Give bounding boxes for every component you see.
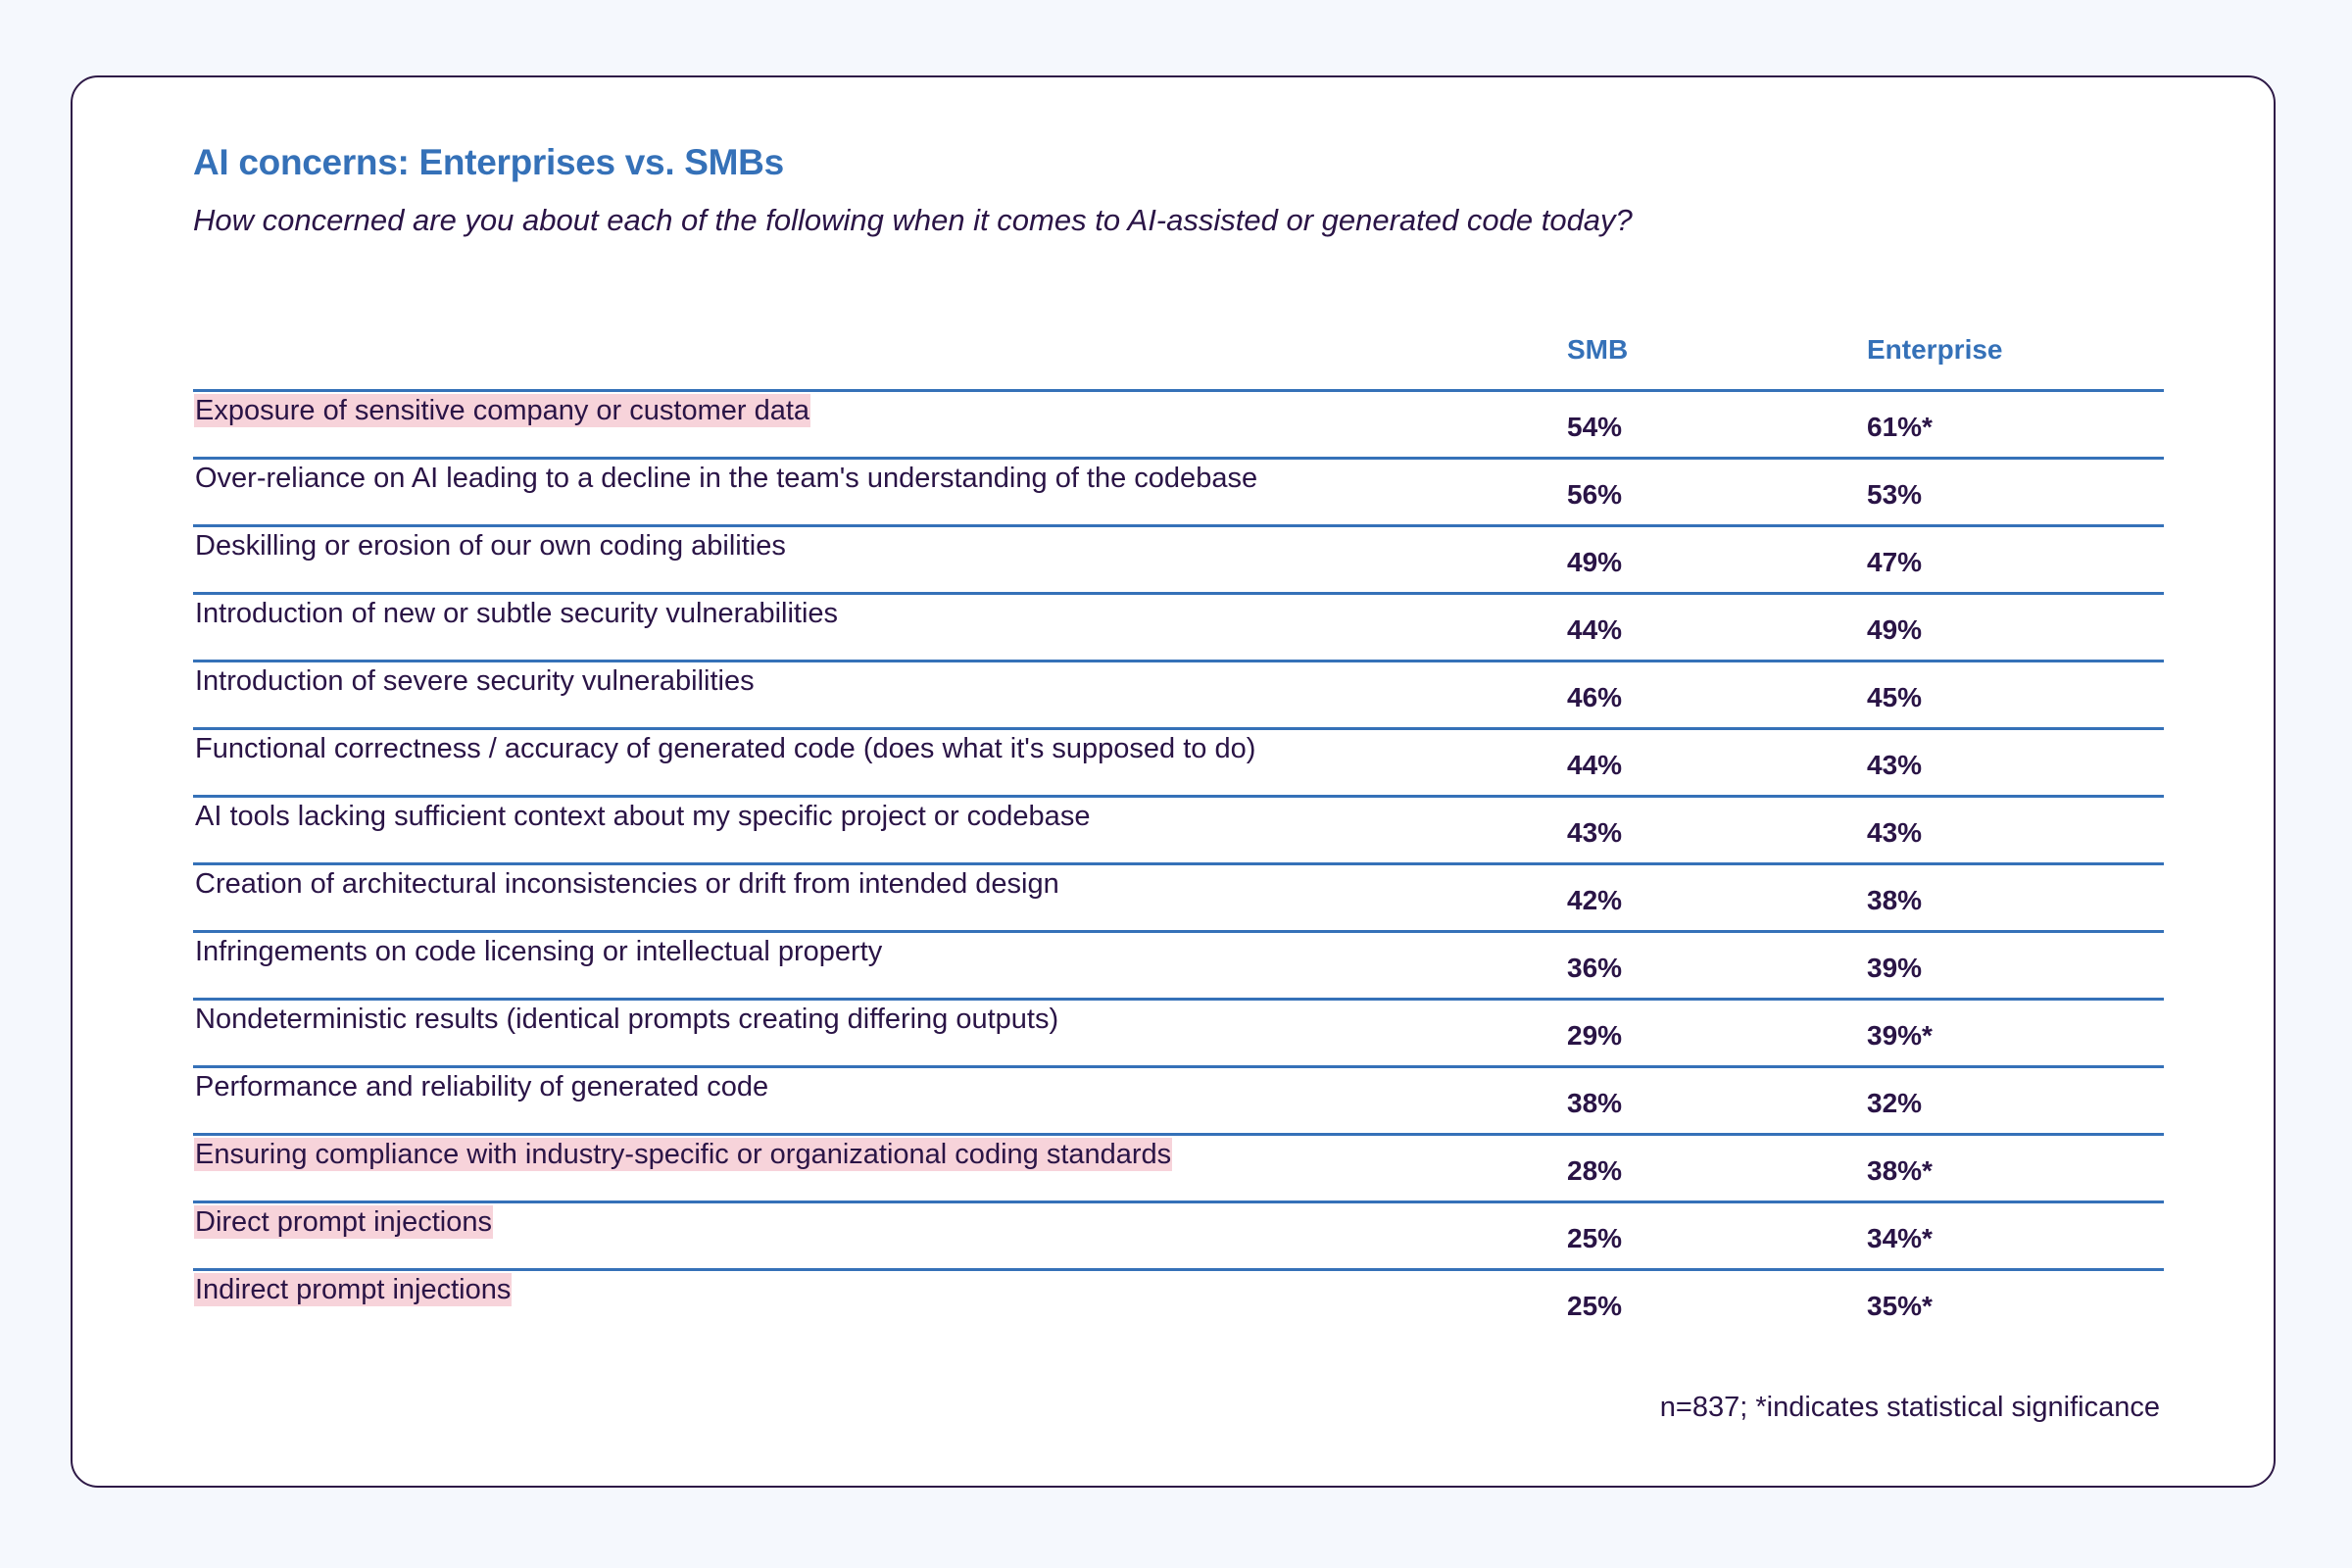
enterprise-value: 38%* <box>1867 1155 1933 1186</box>
column-header-enterprise: Enterprise <box>1867 334 2003 365</box>
footnote: n=837; *indicates statistical significan… <box>1659 1392 2160 1423</box>
table-row: Infringements on code licensing or intel… <box>193 930 2164 998</box>
enterprise-value: 43% <box>1867 750 1923 780</box>
row-label: Functional correctness / accuracy of gen… <box>195 733 1256 764</box>
table-row: AI tools lacking sufficient context abou… <box>193 795 2164 862</box>
smb-value: 49% <box>1567 547 1623 577</box>
row-label: Deskilling or erosion of our own coding … <box>195 530 786 562</box>
enterprise-value: 39% <box>1867 953 1923 983</box>
smb-value: 56% <box>1567 479 1623 510</box>
table-row: Nondeterministic results (identical prom… <box>193 998 2164 1065</box>
smb-value: 28% <box>1567 1155 1623 1186</box>
table-row: Exposure of sensitive company or custome… <box>193 389 2164 457</box>
smb-value: 25% <box>1567 1291 1623 1321</box>
smb-value: 29% <box>1567 1020 1623 1051</box>
table-row: Direct prompt injections 25% 34%* <box>193 1200 2164 1268</box>
enterprise-value: 43% <box>1867 817 1923 848</box>
table-body: Exposure of sensitive company or custome… <box>193 389 2164 1336</box>
table-row: Introduction of severe security vulnerab… <box>193 660 2164 727</box>
row-label: Nondeterministic results (identical prom… <box>195 1004 1059 1035</box>
enterprise-value: 53% <box>1867 479 1923 510</box>
smb-value: 38% <box>1567 1088 1623 1118</box>
row-label-highlighted: Exposure of sensitive company or custome… <box>194 394 811 427</box>
row-label: Performance and reliability of generated… <box>195 1071 769 1102</box>
page-title: AI concerns: Enterprises vs. SMBs <box>193 142 784 182</box>
row-label: Creation of architectural inconsistencie… <box>195 868 1059 900</box>
smb-value: 43% <box>1567 817 1623 848</box>
enterprise-value: 47% <box>1867 547 1923 577</box>
survey-question: How concerned are you about each of the … <box>193 203 1633 237</box>
enterprise-value: 49% <box>1867 614 1923 645</box>
table-row: Deskilling or erosion of our own coding … <box>193 524 2164 592</box>
table-row: Performance and reliability of generated… <box>193 1065 2164 1133</box>
smb-value: 42% <box>1567 885 1623 915</box>
table-row: Functional correctness / accuracy of gen… <box>193 727 2164 795</box>
enterprise-value: 38% <box>1867 885 1923 915</box>
row-label-highlighted: Direct prompt injections <box>194 1205 493 1239</box>
enterprise-value: 45% <box>1867 682 1923 712</box>
enterprise-value: 32% <box>1867 1088 1923 1118</box>
row-label: Infringements on code licensing or intel… <box>195 936 883 967</box>
row-label: AI tools lacking sufficient context abou… <box>195 801 1091 832</box>
smb-value: 44% <box>1567 750 1623 780</box>
smb-value: 36% <box>1567 953 1623 983</box>
table-row: Introduction of new or subtle security v… <box>193 592 2164 660</box>
table-row: Ensuring compliance with industry-specif… <box>193 1133 2164 1200</box>
table-row: Indirect prompt injections 25% 35%* <box>193 1268 2164 1336</box>
smb-value: 25% <box>1567 1223 1623 1253</box>
table-header: SMB Enterprise <box>193 313 2164 389</box>
enterprise-value: 61%* <box>1867 412 1933 442</box>
column-header-smb: SMB <box>1567 334 1629 365</box>
enterprise-value: 34%* <box>1867 1223 1933 1253</box>
survey-card: AI concerns: Enterprises vs. SMBs How co… <box>71 75 2276 1488</box>
smb-value: 46% <box>1567 682 1623 712</box>
enterprise-value: 39%* <box>1867 1020 1933 1051</box>
enterprise-value: 35%* <box>1867 1291 1933 1321</box>
row-label-highlighted: Ensuring compliance with industry-specif… <box>194 1138 1173 1171</box>
row-label: Introduction of new or subtle security v… <box>195 598 839 629</box>
concerns-table: SMB Enterprise Exposure of sensitive com… <box>193 313 2164 1336</box>
row-label-highlighted: Indirect prompt injections <box>194 1273 513 1306</box>
smb-value: 54% <box>1567 412 1623 442</box>
row-label: Introduction of severe security vulnerab… <box>195 665 755 697</box>
table-row: Creation of architectural inconsistencie… <box>193 862 2164 930</box>
smb-value: 44% <box>1567 614 1623 645</box>
row-label: Over-reliance on AI leading to a decline… <box>195 463 1258 494</box>
table-row: Over-reliance on AI leading to a decline… <box>193 457 2164 524</box>
